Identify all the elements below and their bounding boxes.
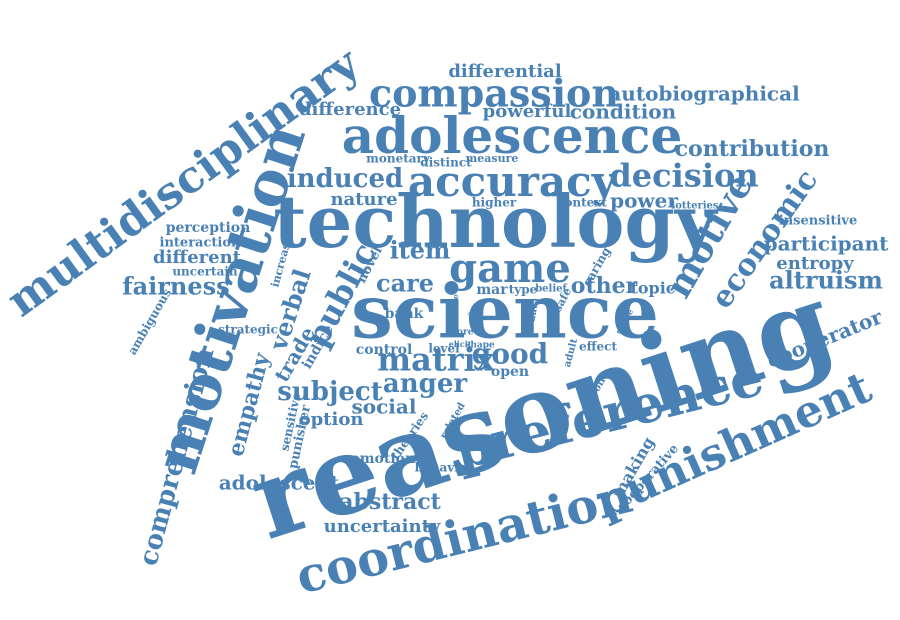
cloud-word-lotteries: lotteries	[671, 201, 718, 212]
cloud-word-matrix: matrix	[377, 341, 495, 379]
cloud-word-topic: topic	[630, 279, 675, 298]
cloud-word-data: data	[526, 296, 541, 323]
cloud-word-condition: condition	[570, 100, 677, 124]
cloud-word-contribution: contribution	[675, 136, 830, 162]
cloud-word-adolescence: adolescence	[342, 106, 683, 165]
cloud-word-emotion: emotion	[351, 451, 415, 467]
cloud-word-good: good	[472, 338, 549, 371]
cloud-word-induced: induced	[287, 164, 403, 194]
cloud-word-elicit: elicit	[449, 339, 472, 349]
cloud-word-nature: nature	[330, 189, 397, 210]
cloud-word-decision: decision	[609, 157, 758, 195]
cloud-word-level: level	[428, 342, 460, 356]
cloud-word-perception: perception	[166, 220, 251, 236]
cloud-word-autobiographical: autobiographical	[608, 82, 800, 106]
cloud-word-shape: shape	[465, 341, 495, 351]
cloud-word-technology: technology	[273, 179, 718, 264]
cloud-word-participant: participant	[764, 232, 890, 256]
cloud-word-bank: bank	[385, 306, 424, 322]
cloud-word-fairness: fairness	[122, 272, 229, 301]
cloud-word-distinct: distinct	[420, 156, 472, 170]
cloud-word-option: option	[299, 409, 364, 430]
cloud-word-science: science	[351, 270, 659, 356]
cloud-word-power: power	[610, 189, 678, 213]
cloud-word-care: care	[376, 269, 434, 298]
cloud-word-anger: anger	[383, 369, 467, 399]
cloud-word-uncertain: uncertain	[172, 265, 238, 279]
cloud-word-insensitive: insensitive	[779, 214, 857, 229]
cloud-word-type: type	[509, 283, 538, 297]
cloud-word-powerful: powerful	[483, 101, 572, 122]
cloud-word-open: open	[491, 364, 529, 380]
cloud-word-score: score	[446, 328, 473, 338]
cloud-word-measure: measure	[466, 152, 519, 165]
cloud-word-game: game	[449, 245, 571, 292]
cloud-word-other: other	[571, 273, 638, 299]
cloud-word-compassion: compassion	[369, 71, 619, 116]
cloud-word-altruism: altruism	[769, 266, 883, 295]
cloud-word-interaction: interaction	[160, 236, 241, 251]
cloud-word-social: social	[352, 395, 417, 419]
cloud-word-belief: belief	[535, 284, 567, 295]
cloud-word-higher: higher	[472, 196, 517, 210]
cloud-word-effect: effect	[579, 340, 617, 354]
cloud-word-monetary: monetary	[366, 152, 431, 166]
cloud-word-strategic: strategic	[218, 323, 278, 337]
cloud-word-control: control	[356, 342, 413, 358]
cloud-word-mar: mar	[476, 282, 508, 298]
cloud-word-context: context	[557, 196, 607, 210]
cloud-word-subject: subject	[277, 377, 383, 407]
cloud-word-item: item	[390, 236, 451, 265]
cloud-word-entropy: entropy	[776, 253, 854, 274]
cloud-word-different: different	[153, 247, 242, 268]
cloud-word-adolescent: adolescent	[219, 471, 340, 495]
cloud-word-difference: difference	[299, 99, 401, 120]
cloud-word-behavior: behavior	[415, 461, 474, 475]
cloud-word-differential: differential	[448, 61, 561, 82]
cloud-word-uncertainty: uncertainty	[324, 516, 441, 537]
cloud-word-abstract: abstract	[339, 489, 441, 515]
cloud-word-accuracy: accuracy	[408, 157, 618, 206]
